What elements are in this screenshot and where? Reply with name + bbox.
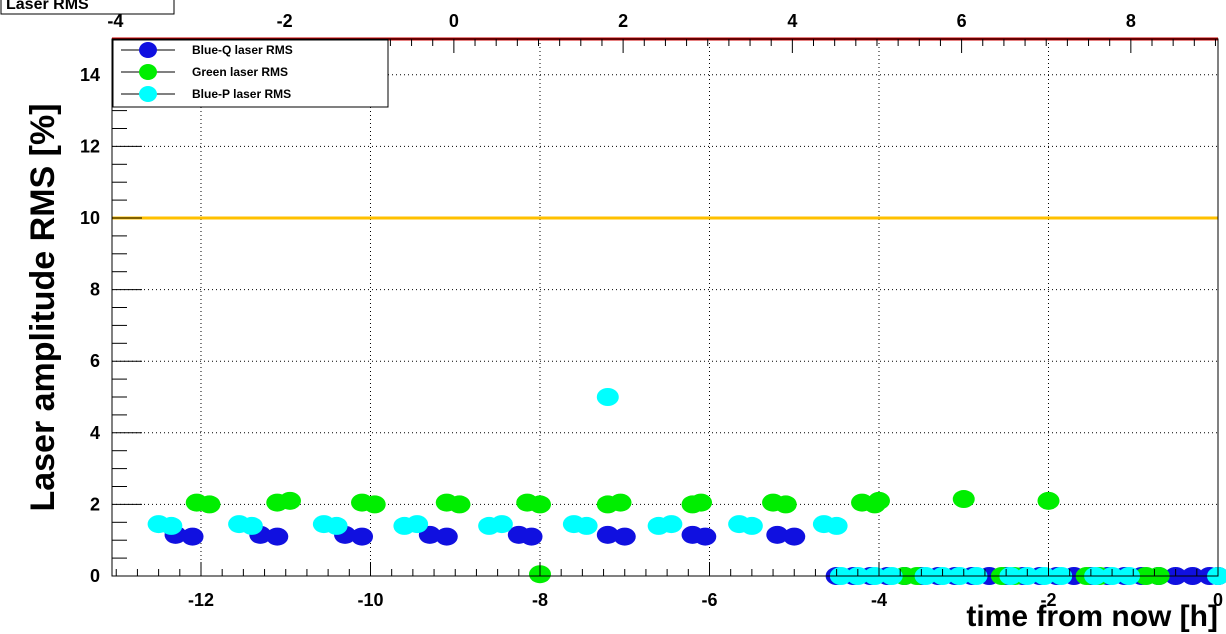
y-tick-label: 2 — [90, 494, 100, 514]
data-point — [596, 388, 619, 406]
y-tick-label: 0 — [90, 566, 100, 586]
data-point — [181, 527, 204, 546]
y-tick-label: 4 — [90, 423, 100, 443]
x-tick-label: -8 — [532, 590, 548, 610]
top-tick-label: -2 — [277, 11, 293, 31]
axis-ticks — [112, 38, 1219, 577]
y-tick-label: 12 — [80, 136, 100, 156]
x-tick-label: 0 — [1213, 590, 1223, 610]
x-axis-title: time from now [h] — [966, 600, 1218, 633]
data-point — [609, 493, 632, 512]
data-point — [198, 495, 221, 514]
y-tick-label: 6 — [90, 351, 100, 371]
data-point — [520, 527, 543, 546]
data-point — [490, 515, 513, 534]
data-point — [351, 527, 374, 546]
data-point — [435, 527, 458, 546]
data-point — [783, 527, 806, 546]
data-point — [528, 495, 551, 514]
data-point — [363, 495, 386, 514]
legend-label: Blue-P laser RMS — [192, 87, 291, 101]
data-point — [825, 516, 848, 535]
x-tick-label: -12 — [188, 590, 214, 610]
title-box: Laser RMS — [0, 0, 175, 15]
chart-title: Laser RMS — [6, 0, 89, 13]
data-point — [448, 495, 471, 514]
legend-label: Blue-Q laser RMS — [192, 43, 293, 57]
top-tick-label: 4 — [787, 11, 797, 31]
legend-marker — [139, 86, 157, 102]
y-tick-label: 10 — [80, 208, 100, 228]
top-tick-label: -4 — [107, 11, 123, 31]
y-axis-title: Laser amplitude RMS [%] — [24, 103, 62, 511]
data-point — [596, 525, 619, 544]
data-point — [613, 527, 636, 546]
data-point — [660, 515, 683, 534]
y-tick-label: 8 — [90, 280, 100, 300]
data-point — [575, 516, 598, 535]
legend-marker — [139, 42, 157, 58]
data-point — [690, 493, 713, 512]
top-tick-label: 6 — [957, 11, 967, 31]
data-point — [694, 527, 717, 546]
data-point — [240, 516, 263, 535]
data-point — [160, 516, 183, 535]
data-point — [740, 516, 763, 535]
top-tick-label: 8 — [1126, 11, 1136, 31]
x-tick-label: -2 — [1040, 590, 1056, 610]
top-tick-label: 2 — [618, 11, 628, 31]
data-point — [952, 490, 975, 509]
data-points — [147, 388, 1226, 585]
legend-label: Green laser RMS — [192, 65, 288, 79]
data-point — [1037, 491, 1060, 510]
data-point — [766, 525, 789, 544]
x-tick-label: -4 — [871, 590, 887, 610]
x-tick-label: -10 — [357, 590, 383, 610]
x-tick-label: -6 — [701, 590, 717, 610]
data-point — [325, 516, 348, 535]
data-point — [278, 491, 301, 510]
data-point — [867, 491, 890, 510]
data-point — [774, 495, 797, 514]
data-point — [266, 527, 289, 546]
data-point — [406, 515, 429, 534]
tick-labels: -12 -10 -8 -6 -4 -2 0 0 2 4 6 8 10 12 14 -4 -2 0 2 4 6 8 — [80, 11, 1223, 610]
top-tick-label: 0 — [449, 11, 459, 31]
legend: Blue-Q laser RMS Green laser RMS Blue-P la… — [112, 39, 389, 108]
y-tick-label: 14 — [80, 65, 100, 85]
legend-marker — [139, 64, 157, 80]
